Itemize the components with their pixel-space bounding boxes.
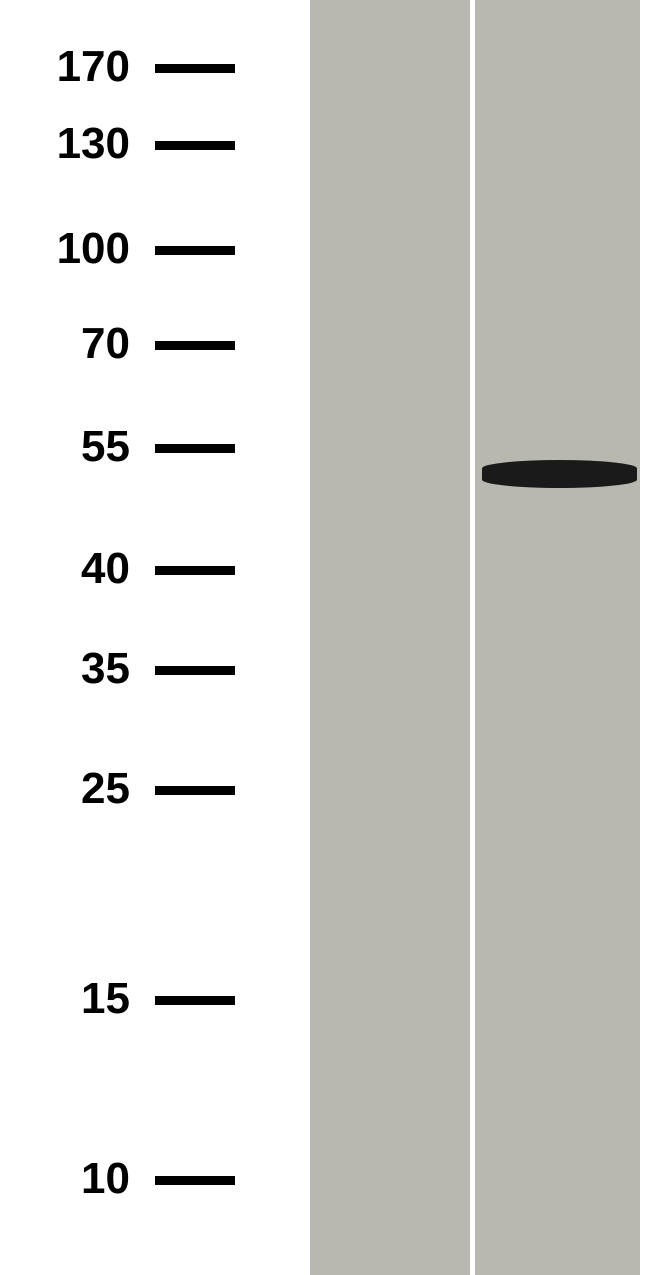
marker-label-15: 15 <box>81 974 130 1024</box>
marker-label-70: 70 <box>81 319 130 369</box>
marker-tick-40 <box>155 566 235 575</box>
marker-label-55: 55 <box>81 422 130 472</box>
lane-1 <box>310 0 470 1275</box>
marker-tick-25 <box>155 786 235 795</box>
western-blot-image: 170 130 100 70 55 40 35 25 15 10 <box>0 0 650 1275</box>
lane-2 <box>475 0 640 1275</box>
marker-label-35: 35 <box>81 644 130 694</box>
marker-label-170: 170 <box>57 42 130 92</box>
marker-tick-15 <box>155 996 235 1005</box>
marker-tick-170 <box>155 64 235 73</box>
marker-tick-35 <box>155 666 235 675</box>
marker-tick-10 <box>155 1176 235 1185</box>
marker-label-130: 130 <box>57 119 130 169</box>
marker-label-10: 10 <box>81 1154 130 1204</box>
marker-tick-130 <box>155 141 235 150</box>
marker-label-25: 25 <box>81 764 130 814</box>
marker-label-100: 100 <box>57 224 130 274</box>
marker-tick-55 <box>155 444 235 453</box>
marker-tick-70 <box>155 341 235 350</box>
marker-label-40: 40 <box>81 544 130 594</box>
marker-tick-100 <box>155 246 235 255</box>
protein-band-0 <box>482 460 637 488</box>
